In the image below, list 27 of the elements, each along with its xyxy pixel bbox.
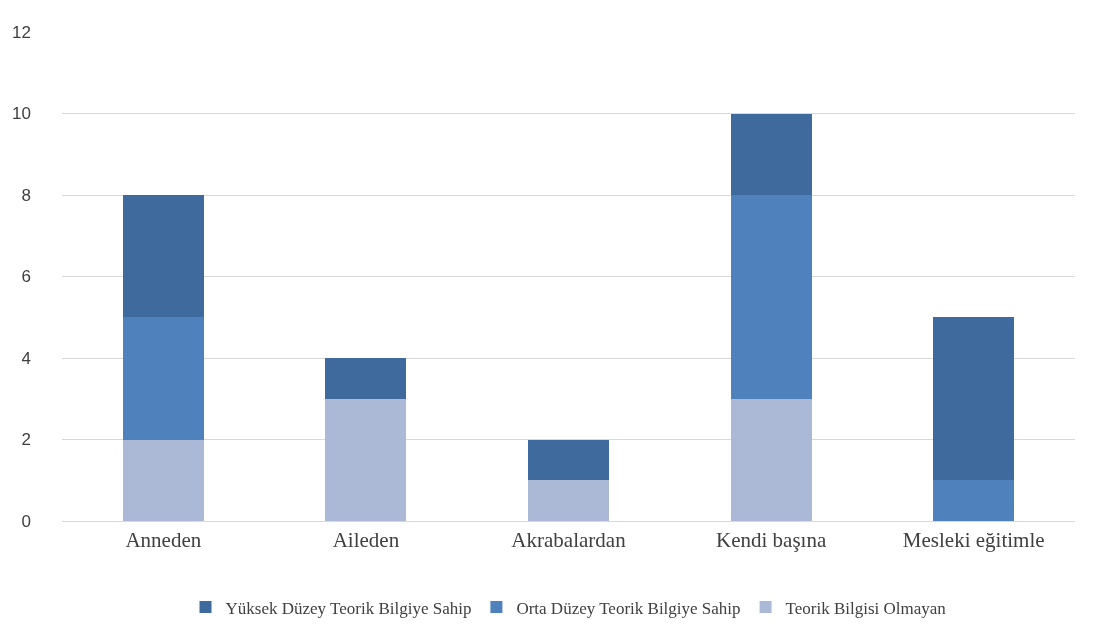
x-tick-label: Anneden [125, 528, 202, 553]
legend-label: Yüksek Düzey Teorik Bilgiye Sahip [225, 598, 472, 618]
bar [730, 195, 812, 399]
x-tick-label: Mesleki eğitimle [902, 528, 1045, 553]
legend-label: Orta Düzey Teorik Bilgiye Sahip [516, 598, 741, 618]
y-tick-label: 10 [12, 104, 31, 124]
legend-label: Teorik Bilgisi Olmayan [785, 598, 947, 618]
bar [122, 317, 204, 440]
bar [325, 398, 407, 521]
y-tick-label: 8 [21, 185, 31, 205]
x-tick-label: Aileden [332, 528, 400, 553]
bar [933, 480, 1015, 521]
bar [122, 195, 204, 318]
bar [730, 398, 812, 521]
x-tick-label: Akrabalardan [511, 528, 627, 553]
bar [730, 113, 812, 195]
bar [325, 358, 407, 399]
bar [933, 317, 1015, 481]
y-tick-label: 4 [21, 348, 31, 368]
y-tick-label: 0 [21, 511, 31, 531]
x-tick-label: Kendi başına [715, 528, 827, 553]
bar [527, 480, 610, 521]
y-tick-label: 12 [12, 22, 31, 42]
bar [527, 439, 610, 481]
y-tick-label: 6 [21, 267, 31, 287]
y-tick-label: 2 [21, 430, 31, 450]
bar [122, 439, 204, 521]
